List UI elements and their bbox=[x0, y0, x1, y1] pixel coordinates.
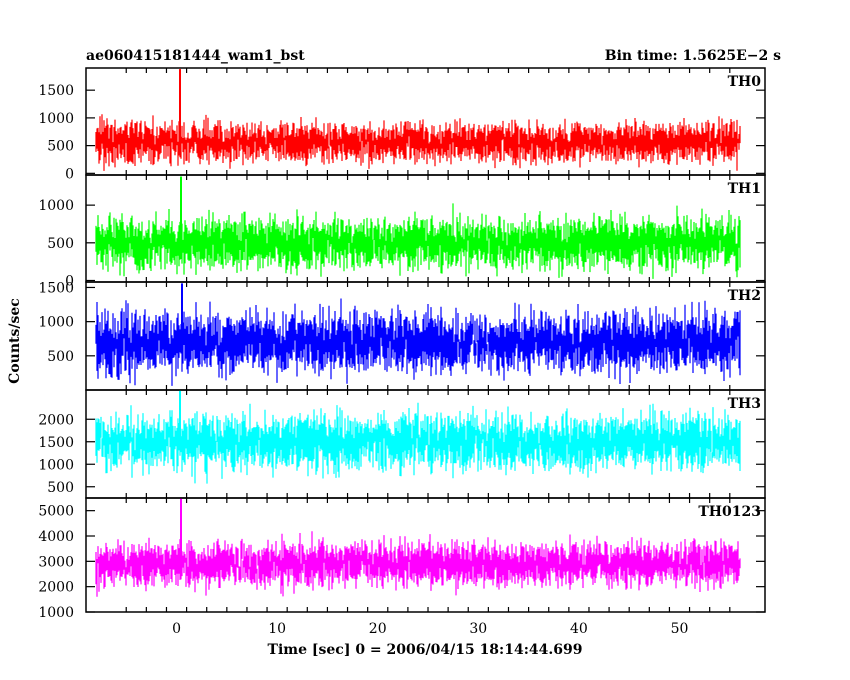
x-axis-label: Time [sec] 0 = 2006/04/15 18:14:44.699 bbox=[268, 642, 583, 658]
y-tick-label: 2000 bbox=[38, 580, 74, 596]
y-tick-label: 0 bbox=[65, 166, 74, 182]
y-tick-label: 1000 bbox=[38, 457, 74, 473]
x-tick-label: 30 bbox=[469, 621, 487, 637]
panel-label-th2: TH2 bbox=[728, 288, 761, 304]
y-tick-label: 500 bbox=[47, 236, 74, 252]
y-tick-label: 5000 bbox=[38, 504, 74, 520]
chart-title: ae060415181444_wam1_bst bbox=[86, 48, 305, 64]
y-tick-label: 500 bbox=[47, 349, 74, 365]
x-tick-label: 0 bbox=[172, 621, 181, 637]
series-line-th0 bbox=[95, 114, 741, 171]
y-tick-label: 1500 bbox=[38, 435, 74, 451]
series-line-th2 bbox=[95, 298, 741, 386]
x-tick-label: 50 bbox=[671, 621, 689, 637]
x-tick-label: 40 bbox=[570, 621, 588, 637]
bin-time-label: Bin time: 1.5625E−2 s bbox=[605, 48, 781, 64]
panel-frame-th0123 bbox=[85, 497, 766, 613]
y-tick-label: 1000 bbox=[38, 605, 74, 621]
y-tick-label: 1000 bbox=[38, 315, 74, 331]
y-tick-label: 1500 bbox=[38, 83, 74, 99]
panel-label-th0: TH0 bbox=[728, 74, 762, 90]
y-tick-label: 500 bbox=[47, 480, 74, 496]
series-line-th0123 bbox=[95, 531, 741, 597]
y-tick-label: 1000 bbox=[38, 111, 74, 127]
y-tick-label: 1000 bbox=[38, 198, 74, 214]
x-tick-label: 20 bbox=[369, 621, 387, 637]
panel-label-th3: TH3 bbox=[728, 396, 761, 412]
y-tick-label: 0 bbox=[65, 273, 74, 289]
series-line-th3 bbox=[95, 402, 741, 484]
x-tick-label: 10 bbox=[268, 621, 286, 637]
y-tick-label: 500 bbox=[47, 139, 74, 155]
y-tick-label: 2000 bbox=[38, 412, 74, 428]
panel-label-th1: TH1 bbox=[728, 181, 761, 197]
panel-label-th0123: TH0123 bbox=[698, 504, 761, 520]
y-tick-label: 1500 bbox=[38, 280, 74, 296]
y-tick-label: 4000 bbox=[38, 529, 74, 545]
y-axis-label: Counts/sec bbox=[7, 298, 23, 384]
y-tick-label: 3000 bbox=[38, 554, 74, 570]
series-line-th1 bbox=[95, 203, 741, 279]
